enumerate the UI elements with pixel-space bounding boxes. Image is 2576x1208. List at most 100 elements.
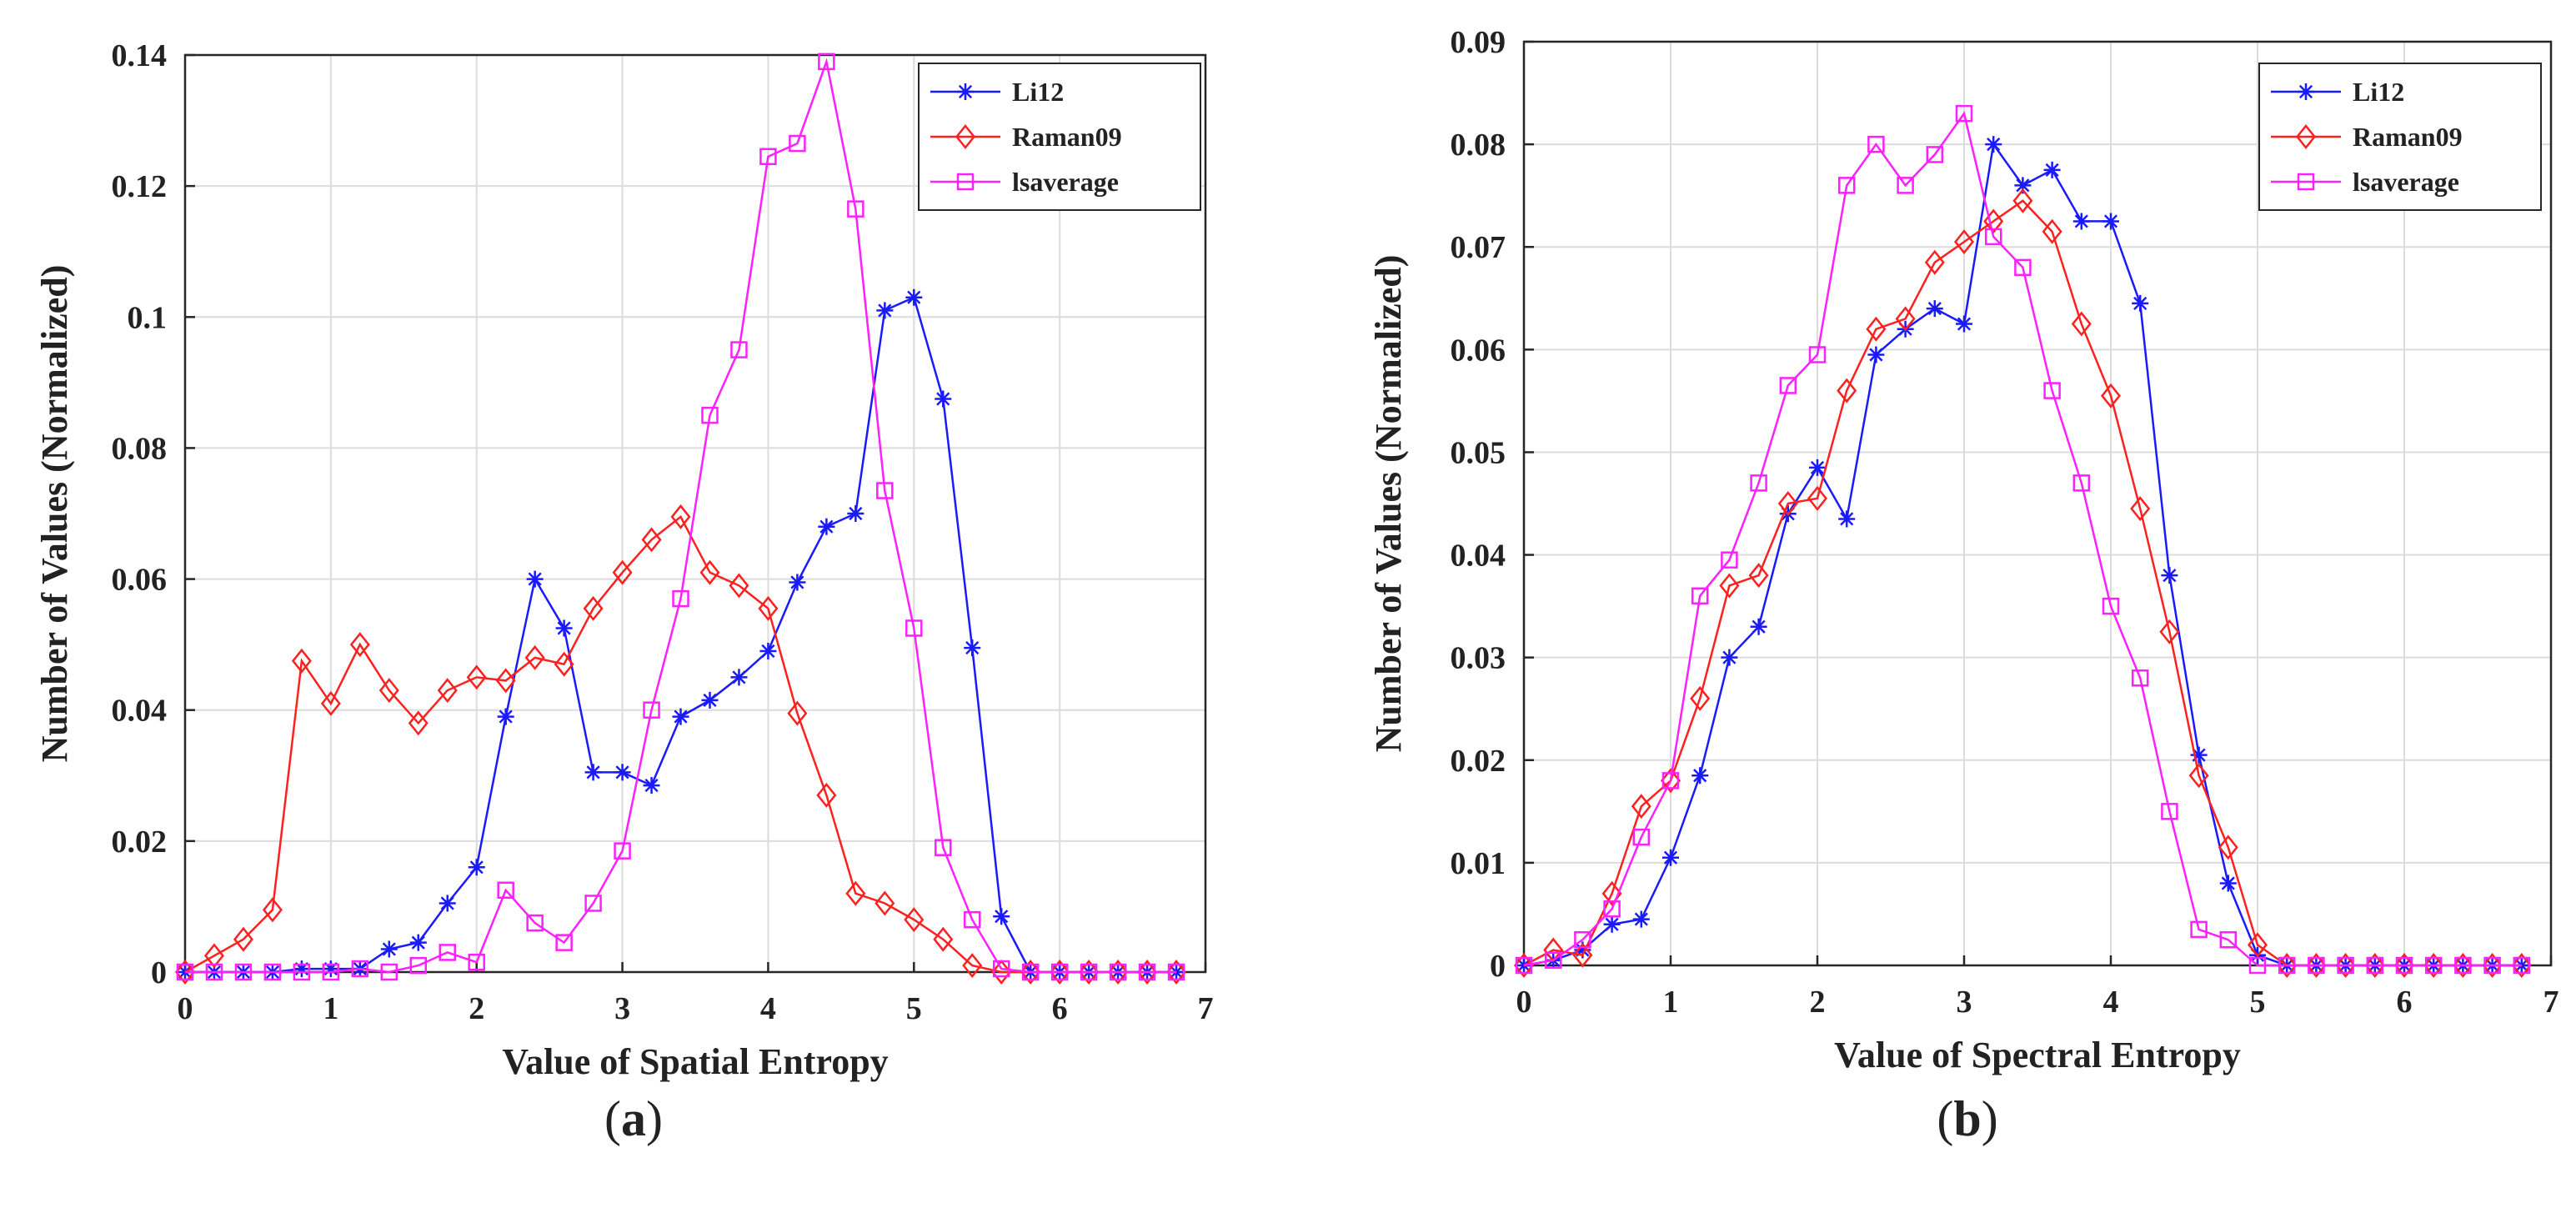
data-point — [2423, 952, 2444, 979]
data-point — [1721, 551, 1738, 569]
legend-item-li12: Li12 — [2271, 77, 2404, 107]
data-point — [2071, 311, 2092, 337]
data-point — [2014, 177, 2032, 194]
data-point — [962, 953, 983, 979]
legend: Li12 Raman09 lsaverage — [2258, 63, 2542, 211]
data-point — [904, 907, 925, 933]
data-point — [2306, 952, 2327, 979]
data-point — [643, 777, 660, 794]
data-point — [1632, 828, 1651, 846]
data-point — [349, 632, 370, 658]
data-point — [2393, 952, 2415, 979]
data-point — [524, 644, 545, 670]
data-point — [497, 708, 514, 725]
data-point — [847, 200, 865, 218]
data-point — [380, 963, 398, 981]
data-point — [1897, 177, 1914, 194]
data-point — [439, 944, 456, 961]
data-point — [1985, 136, 2002, 153]
data-point — [816, 782, 837, 808]
x-axis-label: Value of Spectral Entropy — [1834, 1035, 2241, 1075]
legend-label: lsaverage — [1012, 167, 1119, 197]
data-point — [2043, 161, 2061, 178]
data-point — [964, 639, 981, 657]
data-point — [1926, 146, 1944, 163]
data-point — [1572, 942, 1593, 968]
data-point — [466, 664, 487, 690]
data-point — [1662, 849, 1679, 866]
y-axis-label: Number of Values (Normalized) — [1368, 255, 1409, 753]
data-point — [1603, 900, 1621, 918]
data-point — [263, 963, 282, 981]
data-point — [614, 764, 631, 781]
data-point — [1108, 959, 1129, 985]
data-point — [293, 960, 310, 978]
data-point — [2219, 930, 2238, 949]
data-point — [583, 595, 604, 621]
data-point — [2102, 213, 2119, 230]
data-point — [1748, 563, 1769, 589]
data-point — [1661, 772, 1680, 789]
data-point — [2424, 956, 2443, 975]
data-point — [670, 504, 691, 529]
data-point — [555, 619, 573, 637]
data-point — [526, 570, 544, 588]
x-tick-label: 5 — [906, 991, 922, 1026]
caption-close-paren: ) — [1982, 1091, 1998, 1146]
data-point — [262, 897, 283, 923]
data-point — [468, 859, 485, 876]
data-point — [2278, 956, 2296, 975]
y-tick-label: 0.02 — [1451, 744, 1506, 779]
data-point — [1838, 510, 1856, 528]
data-point — [1515, 956, 1533, 975]
legend-marker — [957, 83, 974, 100]
y-tick-label: 0.06 — [1451, 333, 1506, 368]
y-tick-label: 0.07 — [1451, 230, 1506, 265]
data-point — [2218, 835, 2238, 860]
data-point — [1660, 768, 1681, 794]
data-point — [935, 390, 952, 408]
data-point — [1866, 316, 1887, 342]
data-point — [2159, 619, 2180, 644]
data-point — [409, 934, 427, 951]
legend-item-raman09: Raman09 — [2271, 122, 2463, 152]
data-point — [905, 619, 923, 637]
data-point — [2482, 952, 2503, 979]
data-point — [1750, 618, 1767, 635]
series-line — [1523, 111, 2522, 967]
y-tick-label: 0.04 — [1451, 539, 1506, 574]
legend-label: Li12 — [2353, 77, 2404, 107]
y-tick-label: 0.1 — [128, 300, 168, 335]
data-point — [993, 908, 1010, 925]
data-point — [497, 881, 514, 900]
data-point — [1867, 346, 1885, 363]
data-point — [2513, 956, 2531, 975]
axes-frame — [183, 53, 1207, 974]
panel-caption: (b) — [1937, 1091, 1997, 1146]
y-tick-label: 0 — [151, 955, 167, 990]
caption-letter: b — [1953, 1091, 1981, 1146]
data-point — [2072, 213, 2090, 230]
series-lsaverage — [1515, 104, 2531, 975]
caption-letter: a — [621, 1091, 646, 1146]
data-point — [2043, 382, 2061, 399]
data-point — [233, 926, 253, 952]
data-point — [787, 700, 808, 726]
data-point — [2453, 952, 2473, 979]
data-point — [2395, 956, 2413, 975]
data-point — [351, 960, 369, 978]
data-point — [789, 574, 806, 591]
data-point — [759, 148, 777, 166]
y-tick-label: 0 — [1490, 949, 1506, 984]
data-point — [1691, 767, 1709, 784]
y-tick-label: 0.05 — [1451, 435, 1506, 470]
legend-label: Li12 — [1012, 77, 1064, 107]
caption-open-paren: ( — [1937, 1091, 1953, 1146]
data-point — [2014, 258, 2032, 277]
data-point — [1777, 490, 1798, 517]
data-point — [759, 643, 777, 659]
data-point — [1837, 378, 1857, 404]
data-point — [2248, 956, 2267, 975]
data-point — [1574, 930, 1591, 949]
